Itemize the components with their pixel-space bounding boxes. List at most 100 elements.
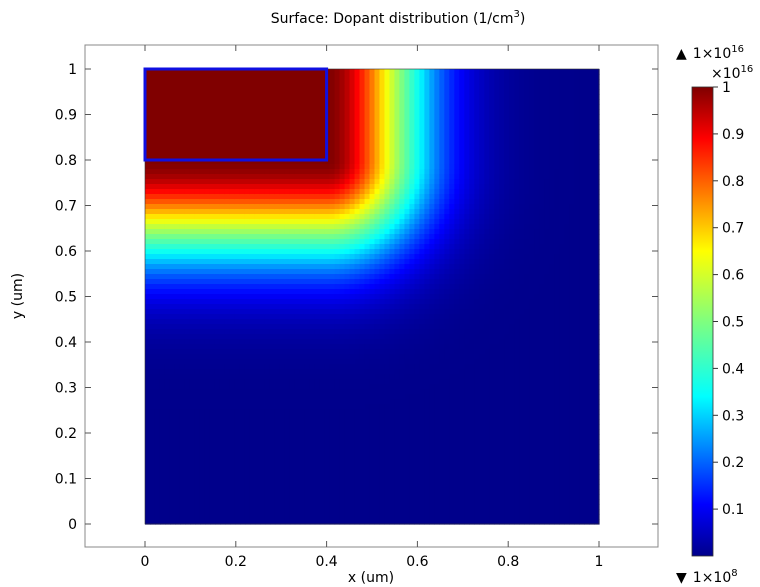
heatmap-cell <box>359 384 366 390</box>
heatmap-cell <box>264 394 271 400</box>
heatmap-cell <box>254 289 261 295</box>
heatmap-cell <box>254 259 261 265</box>
heatmap-cell <box>169 84 176 90</box>
heatmap-cell <box>259 89 266 95</box>
heatmap-cell <box>264 194 271 200</box>
heatmap-cell <box>299 194 306 200</box>
heatmap-cell <box>169 509 176 515</box>
heatmap-cell <box>244 84 251 90</box>
heatmap-cell <box>384 334 391 340</box>
heatmap-cell <box>199 204 206 210</box>
heatmap-cell <box>279 219 286 225</box>
heatmap-cell <box>294 229 301 235</box>
heatmap-cell <box>164 189 171 195</box>
heatmap-cell <box>209 484 216 490</box>
heatmap-cell <box>264 354 271 360</box>
chart-title: Surface: Dopant distribution (1/cm3) <box>271 9 526 27</box>
heatmap-cell <box>244 489 251 495</box>
heatmap-cell <box>279 129 286 135</box>
heatmap-cell <box>244 429 251 435</box>
heatmap-cell <box>264 244 271 250</box>
heatmap-cell <box>224 69 231 75</box>
heatmap-cell <box>164 164 171 170</box>
heatmap-cell <box>379 354 386 360</box>
heatmap-cell <box>164 229 171 235</box>
heatmap-cell <box>159 374 166 380</box>
heatmap-cell <box>219 99 226 105</box>
heatmap-cell <box>349 239 356 245</box>
heatmap-cell <box>169 434 176 440</box>
heatmap-cell <box>174 189 181 195</box>
heatmap-cell <box>379 444 386 450</box>
heatmap-cell <box>284 109 291 115</box>
heatmap-cell <box>284 444 291 450</box>
heatmap-cell <box>259 129 266 135</box>
heatmap-cell <box>384 359 391 365</box>
heatmap-cell <box>364 504 371 510</box>
heatmap-cell <box>174 199 181 205</box>
heatmap-cell <box>269 379 276 385</box>
heatmap-cell <box>374 164 381 170</box>
heatmap-cell <box>219 84 226 90</box>
heatmap-cell <box>145 419 151 425</box>
heatmap-cell <box>344 189 351 195</box>
heatmap-cell <box>249 284 256 290</box>
heatmap-cell <box>414 309 420 315</box>
heatmap-cell <box>299 324 306 330</box>
heatmap-cell <box>174 134 181 140</box>
heatmap-cell <box>264 264 271 270</box>
heatmap-cell <box>164 344 171 350</box>
heatmap-cell <box>289 324 296 330</box>
heatmap-cell <box>389 289 396 295</box>
heatmap-cell <box>184 149 191 155</box>
heatmap-cell <box>414 424 420 430</box>
heatmap-cell <box>319 519 326 525</box>
heatmap-cell <box>204 199 211 205</box>
heatmap-cell <box>329 469 336 475</box>
heatmap-cell <box>409 174 416 180</box>
heatmap-cell <box>145 399 151 405</box>
heatmap-cell <box>219 274 226 280</box>
heatmap-cell <box>214 414 221 420</box>
heatmap-cell <box>224 404 231 410</box>
heatmap-cell <box>194 519 201 525</box>
heatmap-cell <box>159 169 166 175</box>
heatmap-cell <box>294 439 301 445</box>
heatmap-cell <box>219 279 226 285</box>
heatmap-cell <box>184 334 191 340</box>
heatmap-cell <box>249 319 256 325</box>
heatmap-cell <box>409 94 416 100</box>
heatmap-cell <box>384 499 391 505</box>
heatmap-cell <box>349 164 356 170</box>
heatmap-cell <box>149 144 156 150</box>
heatmap-cell <box>284 339 291 345</box>
heatmap-cell <box>344 459 351 465</box>
heatmap-cell <box>374 234 381 240</box>
heatmap-cell <box>324 444 331 450</box>
heatmap-cell <box>304 329 311 335</box>
heatmap-cell <box>414 404 420 410</box>
heatmap-cell <box>264 139 271 145</box>
heatmap-cell <box>244 394 251 400</box>
heatmap-cell <box>289 304 296 310</box>
heatmap-cell <box>189 464 196 470</box>
heatmap-cell <box>404 329 411 335</box>
heatmap-cell <box>314 79 321 85</box>
heatmap-cell <box>384 284 391 290</box>
heatmap-cell <box>409 134 416 140</box>
heatmap-cell <box>264 229 271 235</box>
heatmap-cell <box>189 244 196 250</box>
heatmap-cell <box>189 79 196 85</box>
heatmap-cell <box>279 189 286 195</box>
heatmap-cell <box>259 204 266 210</box>
heatmap-cell <box>394 214 401 220</box>
heatmap-cell <box>384 294 391 300</box>
heatmap-cell <box>359 474 366 480</box>
heatmap-cell <box>184 264 191 270</box>
heatmap-cell <box>379 454 386 460</box>
heatmap-cell <box>299 79 306 85</box>
heatmap-cell <box>189 94 196 100</box>
heatmap-cell <box>264 334 271 340</box>
heatmap-cell <box>259 124 266 130</box>
heatmap-cell <box>154 309 161 315</box>
